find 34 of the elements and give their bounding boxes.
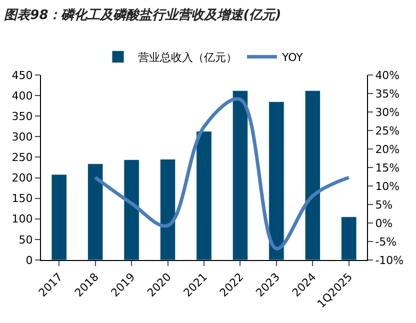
bar — [196, 131, 212, 260]
y-tick-label: 150 — [12, 192, 33, 206]
y2-tick-label: 25% — [375, 124, 400, 138]
y2-tick-label: 10% — [375, 180, 400, 193]
bar — [341, 216, 357, 260]
y2-tick-label: 15% — [375, 161, 400, 174]
y-tick-label: 200 — [12, 172, 33, 185]
y-tick-label: 450 — [12, 68, 33, 82]
bar — [51, 174, 67, 260]
bar — [160, 159, 176, 260]
y-tick-label: 0 — [26, 254, 33, 267]
bar — [232, 90, 248, 260]
y-tick-label: 400 — [12, 89, 33, 102]
chart-title: 图表98：磷化工及磷酸盐行业营收及增速(亿元) — [4, 6, 282, 23]
y-tick-label: 300 — [12, 130, 33, 144]
line-series — [94, 97, 351, 250]
y-tick-label: 50 — [18, 233, 33, 246]
y-tick-label: 100 — [12, 212, 33, 226]
y2-tick-label: 35% — [375, 87, 400, 100]
bar — [304, 90, 321, 260]
y-tick-label: 250 — [12, 151, 33, 164]
y2-tick-label: 20% — [375, 142, 400, 156]
y2-tick-label: -10% — [375, 254, 404, 267]
y2-tick-label: 5% — [375, 198, 393, 212]
legend-label: 营业总收入（亿元） — [138, 51, 237, 64]
y2-tick-label: -5% — [375, 235, 397, 248]
y2-tick-label: 30% — [375, 106, 400, 119]
y2-tick-label: 40% — [375, 68, 400, 82]
y-tick-label: 350 — [12, 110, 33, 123]
bar — [124, 159, 140, 260]
bar — [87, 164, 104, 260]
legend-label: YOY — [281, 51, 304, 64]
y2-tick-label: 0% — [375, 216, 393, 230]
bar — [268, 101, 284, 260]
